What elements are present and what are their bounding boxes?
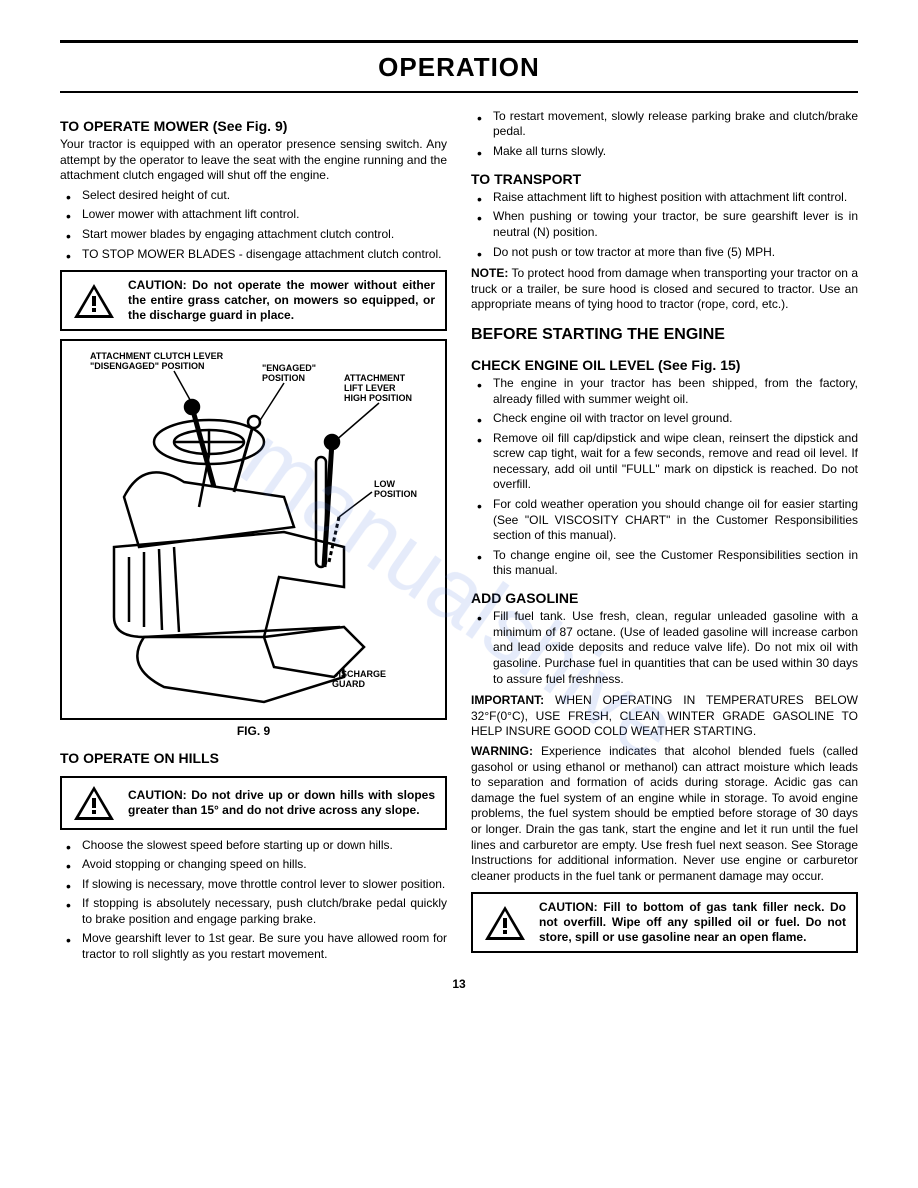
transport-note: NOTE: To protect hood from damage when t… bbox=[471, 266, 858, 313]
svg-text:HIGH POSITION: HIGH POSITION bbox=[344, 393, 412, 403]
list-item: Fill fuel tank. Use fresh, clean, regula… bbox=[471, 609, 858, 687]
top-rule bbox=[60, 40, 858, 43]
list-item: To change engine oil, see the Customer R… bbox=[471, 548, 858, 579]
two-column-layout: TO OPERATE MOWER (See Fig. 9) Your tract… bbox=[60, 107, 858, 969]
heading-operate-mower: TO OPERATE MOWER (See Fig. 9) bbox=[60, 117, 447, 135]
note-label: NOTE: bbox=[471, 266, 508, 280]
svg-text:LIFT LEVER: LIFT LEVER bbox=[344, 383, 396, 393]
svg-text:LOW: LOW bbox=[374, 479, 395, 489]
oil-bullets: The engine in your tractor has been ship… bbox=[471, 376, 858, 579]
figure-9-caption: FIG. 9 bbox=[60, 724, 447, 740]
svg-text:POSITION: POSITION bbox=[374, 489, 417, 499]
heading-oil: CHECK ENGINE OIL LEVEL (See Fig. 15) bbox=[471, 356, 858, 374]
list-item: If stopping is absolutely necessary, pus… bbox=[60, 896, 447, 927]
warning-icon bbox=[483, 904, 527, 942]
svg-text:ATTACHMENT: ATTACHMENT bbox=[344, 373, 406, 383]
mower-intro: Your tractor is equipped with an operato… bbox=[60, 137, 447, 184]
gas-important: IMPORTANT: WHEN OPERATING IN TEMPERATURE… bbox=[471, 693, 858, 740]
right-column: To restart movement, slowly release park… bbox=[471, 107, 858, 969]
list-item: Remove oil fill cap/dipstick and wipe cl… bbox=[471, 431, 858, 493]
list-item: Raise attachment lift to highest positio… bbox=[471, 190, 858, 206]
figure-9-svg: ATTACHMENT CLUTCH LEVER "DISENGAGED" POS… bbox=[84, 347, 424, 707]
svg-text:"ENGAGED": "ENGAGED" bbox=[262, 363, 316, 373]
gas-bullets: Fill fuel tank. Use fresh, clean, regula… bbox=[471, 609, 858, 687]
warning-icon bbox=[72, 282, 116, 320]
continue-bullets: To restart movement, slowly release park… bbox=[471, 109, 858, 160]
heading-transport: TO TRANSPORT bbox=[471, 170, 858, 188]
heading-gas: ADD GASOLINE bbox=[471, 589, 858, 607]
list-item: Move gearshift lever to 1st gear. Be sur… bbox=[60, 931, 447, 962]
mower-bullets: Select desired height of cut. Lower mowe… bbox=[60, 188, 447, 262]
list-item: Select desired height of cut. bbox=[60, 188, 447, 204]
list-item: Lower mower with attachment lift control… bbox=[60, 207, 447, 223]
transport-bullets: Raise attachment lift to highest positio… bbox=[471, 190, 858, 260]
list-item: Avoid stopping or changing speed on hill… bbox=[60, 857, 447, 873]
note-text: To protect hood from damage when transpo… bbox=[471, 266, 858, 311]
bottom-rule bbox=[60, 91, 858, 93]
list-item: Choose the slowest speed before starting… bbox=[60, 838, 447, 854]
list-item: To restart movement, slowly release park… bbox=[471, 109, 858, 140]
gas-warning: WARNING: Experience indicates that alcoh… bbox=[471, 744, 858, 884]
list-item: TO STOP MOWER BLADES - disengage attachm… bbox=[60, 247, 447, 263]
list-item: Start mower blades by engaging attachmen… bbox=[60, 227, 447, 243]
warning-text: Experience indicates that alcohol blende… bbox=[471, 744, 858, 883]
list-item: The engine in your tractor has been ship… bbox=[471, 376, 858, 407]
caution-mower: CAUTION: Do not operate the mower withou… bbox=[60, 270, 447, 331]
caution-text: CAUTION: Do not operate the mower withou… bbox=[128, 278, 435, 323]
svg-text:GUARD: GUARD bbox=[332, 679, 365, 689]
svg-text:ATTACHMENT CLUTCH LEVER: ATTACHMENT CLUTCH LEVER bbox=[90, 351, 224, 361]
list-item: Make all turns slowly. bbox=[471, 144, 858, 160]
list-item: Do not push or tow tractor at more than … bbox=[471, 245, 858, 261]
hills-bullets: Choose the slowest speed before starting… bbox=[60, 838, 447, 963]
left-column: TO OPERATE MOWER (See Fig. 9) Your tract… bbox=[60, 107, 447, 969]
important-label: IMPORTANT: bbox=[471, 693, 544, 707]
heading-hills: TO OPERATE ON HILLS bbox=[60, 749, 447, 767]
list-item: If slowing is necessary, move throttle c… bbox=[60, 877, 447, 893]
caution-text: CAUTION: Do not drive up or down hills w… bbox=[128, 788, 435, 818]
warning-icon bbox=[72, 784, 116, 822]
svg-text:"DISENGAGED" POSITION: "DISENGAGED" POSITION bbox=[90, 361, 205, 371]
page-title: OPERATION bbox=[60, 51, 858, 85]
warning-label: WARNING: bbox=[471, 744, 533, 758]
page-number: 13 bbox=[60, 977, 858, 993]
svg-text:POSITION: POSITION bbox=[262, 373, 305, 383]
caution-text: CAUTION: Fill to bottom of gas tank fill… bbox=[539, 900, 846, 945]
figure-9: ATTACHMENT CLUTCH LEVER "DISENGAGED" POS… bbox=[60, 339, 447, 720]
heading-before-starting: BEFORE STARTING THE ENGINE bbox=[471, 325, 858, 346]
caution-hills: CAUTION: Do not drive up or down hills w… bbox=[60, 776, 447, 830]
caution-gas: CAUTION: Fill to bottom of gas tank fill… bbox=[471, 892, 858, 953]
list-item: When pushing or towing your tractor, be … bbox=[471, 209, 858, 240]
list-item: For cold weather operation you should ch… bbox=[471, 497, 858, 544]
list-item: Check engine oil with tractor on level g… bbox=[471, 411, 858, 427]
